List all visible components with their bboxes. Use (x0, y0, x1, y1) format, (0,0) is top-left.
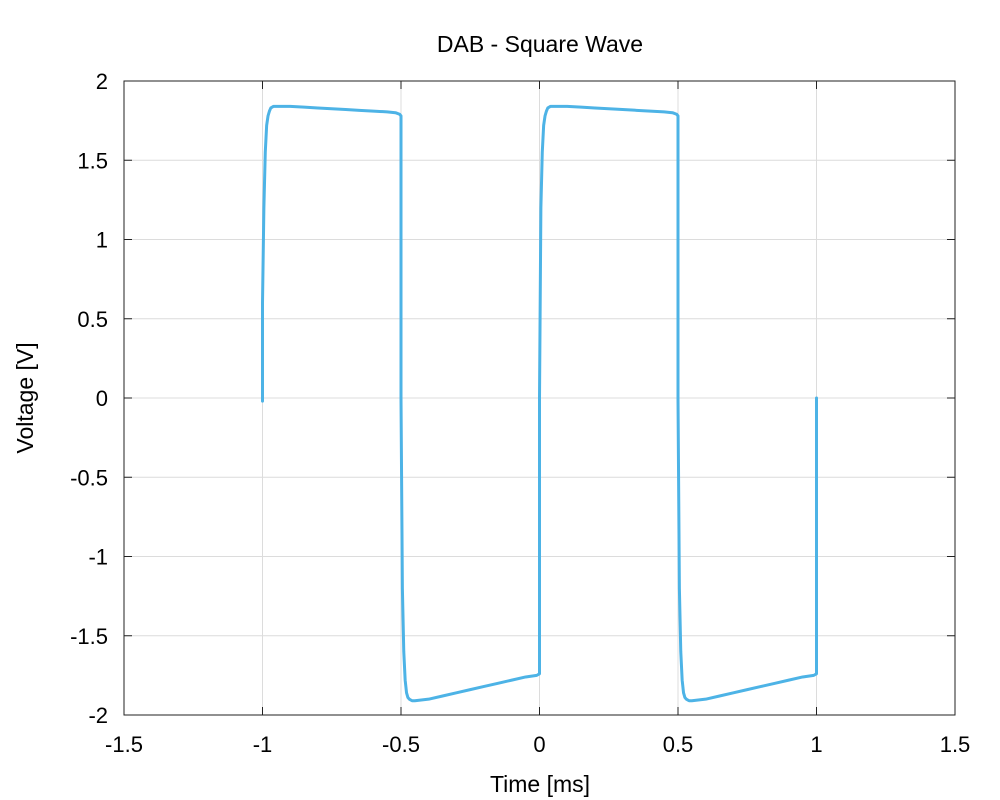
y-axis-label: Voltage [V] (12, 342, 38, 453)
y-tick-label: 2 (96, 69, 108, 94)
x-tick-labels: -1.5 -1 -0.5 0 0.5 1 1.5 (105, 732, 970, 757)
series-line (261, 104, 818, 703)
series-layer (261, 104, 818, 703)
y-tick-label: -1 (88, 545, 108, 570)
y-tick-label: -0.5 (70, 465, 108, 490)
y-tick-label: 1 (96, 228, 108, 253)
x-tick-label: -1 (253, 732, 273, 757)
x-tick-label: 0.5 (663, 732, 694, 757)
x-tick-label: -0.5 (382, 732, 420, 757)
x-tick-label: -1.5 (105, 732, 143, 757)
x-tick-label: 1 (810, 732, 822, 757)
y-tick-label: 0.5 (77, 307, 108, 332)
axis-ticks (123, 80, 956, 716)
y-tick-label: -2 (88, 703, 108, 728)
x-tick-label: 1.5 (940, 732, 971, 757)
y-tick-label: 1.5 (77, 148, 108, 173)
x-axis-label: Time [ms] (490, 771, 590, 797)
y-tick-label: 0 (96, 386, 108, 411)
y-tick-label: -1.5 (70, 624, 108, 649)
y-tick-labels: -2 -1.5 -1 -0.5 0 0.5 1 1.5 2 (70, 69, 108, 728)
x-tick-label: 0 (533, 732, 545, 757)
chart-title: DAB - Square Wave (437, 31, 643, 57)
